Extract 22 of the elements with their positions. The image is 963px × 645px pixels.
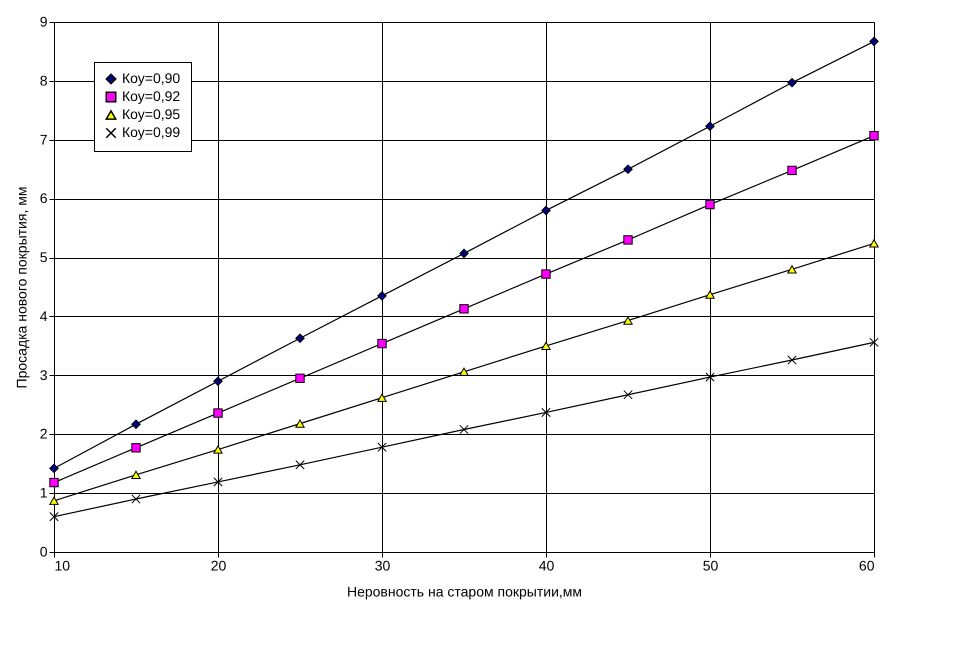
y-tick-label: 1 xyxy=(40,484,48,501)
legend-label: Коу=0,99 xyxy=(122,124,180,140)
y-tick-label: 6 xyxy=(40,190,48,206)
y-axis-title: Просадка нового покрытия, мм xyxy=(14,186,30,388)
x-axis-title: Неровность на старом покрытии,мм xyxy=(346,584,582,600)
y-tick-label: 9 xyxy=(40,14,48,30)
y-tick-label: 3 xyxy=(40,366,48,383)
y-tick-label: 7 xyxy=(40,131,48,148)
y-tick-label: 4 xyxy=(40,308,48,324)
x-tick-label: 20 xyxy=(210,558,226,574)
y-tick-label: 5 xyxy=(40,249,48,266)
y-tick-label: 0 xyxy=(40,544,48,560)
y-tick-label: 2 xyxy=(40,426,48,442)
y-tick-label: 8 xyxy=(40,72,48,88)
legend-label: Коу=0,90 xyxy=(122,70,180,86)
x-tick-label: 40 xyxy=(538,558,554,574)
x-tick-label: 30 xyxy=(374,558,390,574)
x-tick-label: 60 xyxy=(858,558,875,574)
x-tick-label: 50 xyxy=(702,558,718,574)
legend-label: Коу=0,95 xyxy=(122,106,180,122)
x-tick-label: 10 xyxy=(54,558,70,574)
legend-label: Коу=0,92 xyxy=(122,88,180,104)
